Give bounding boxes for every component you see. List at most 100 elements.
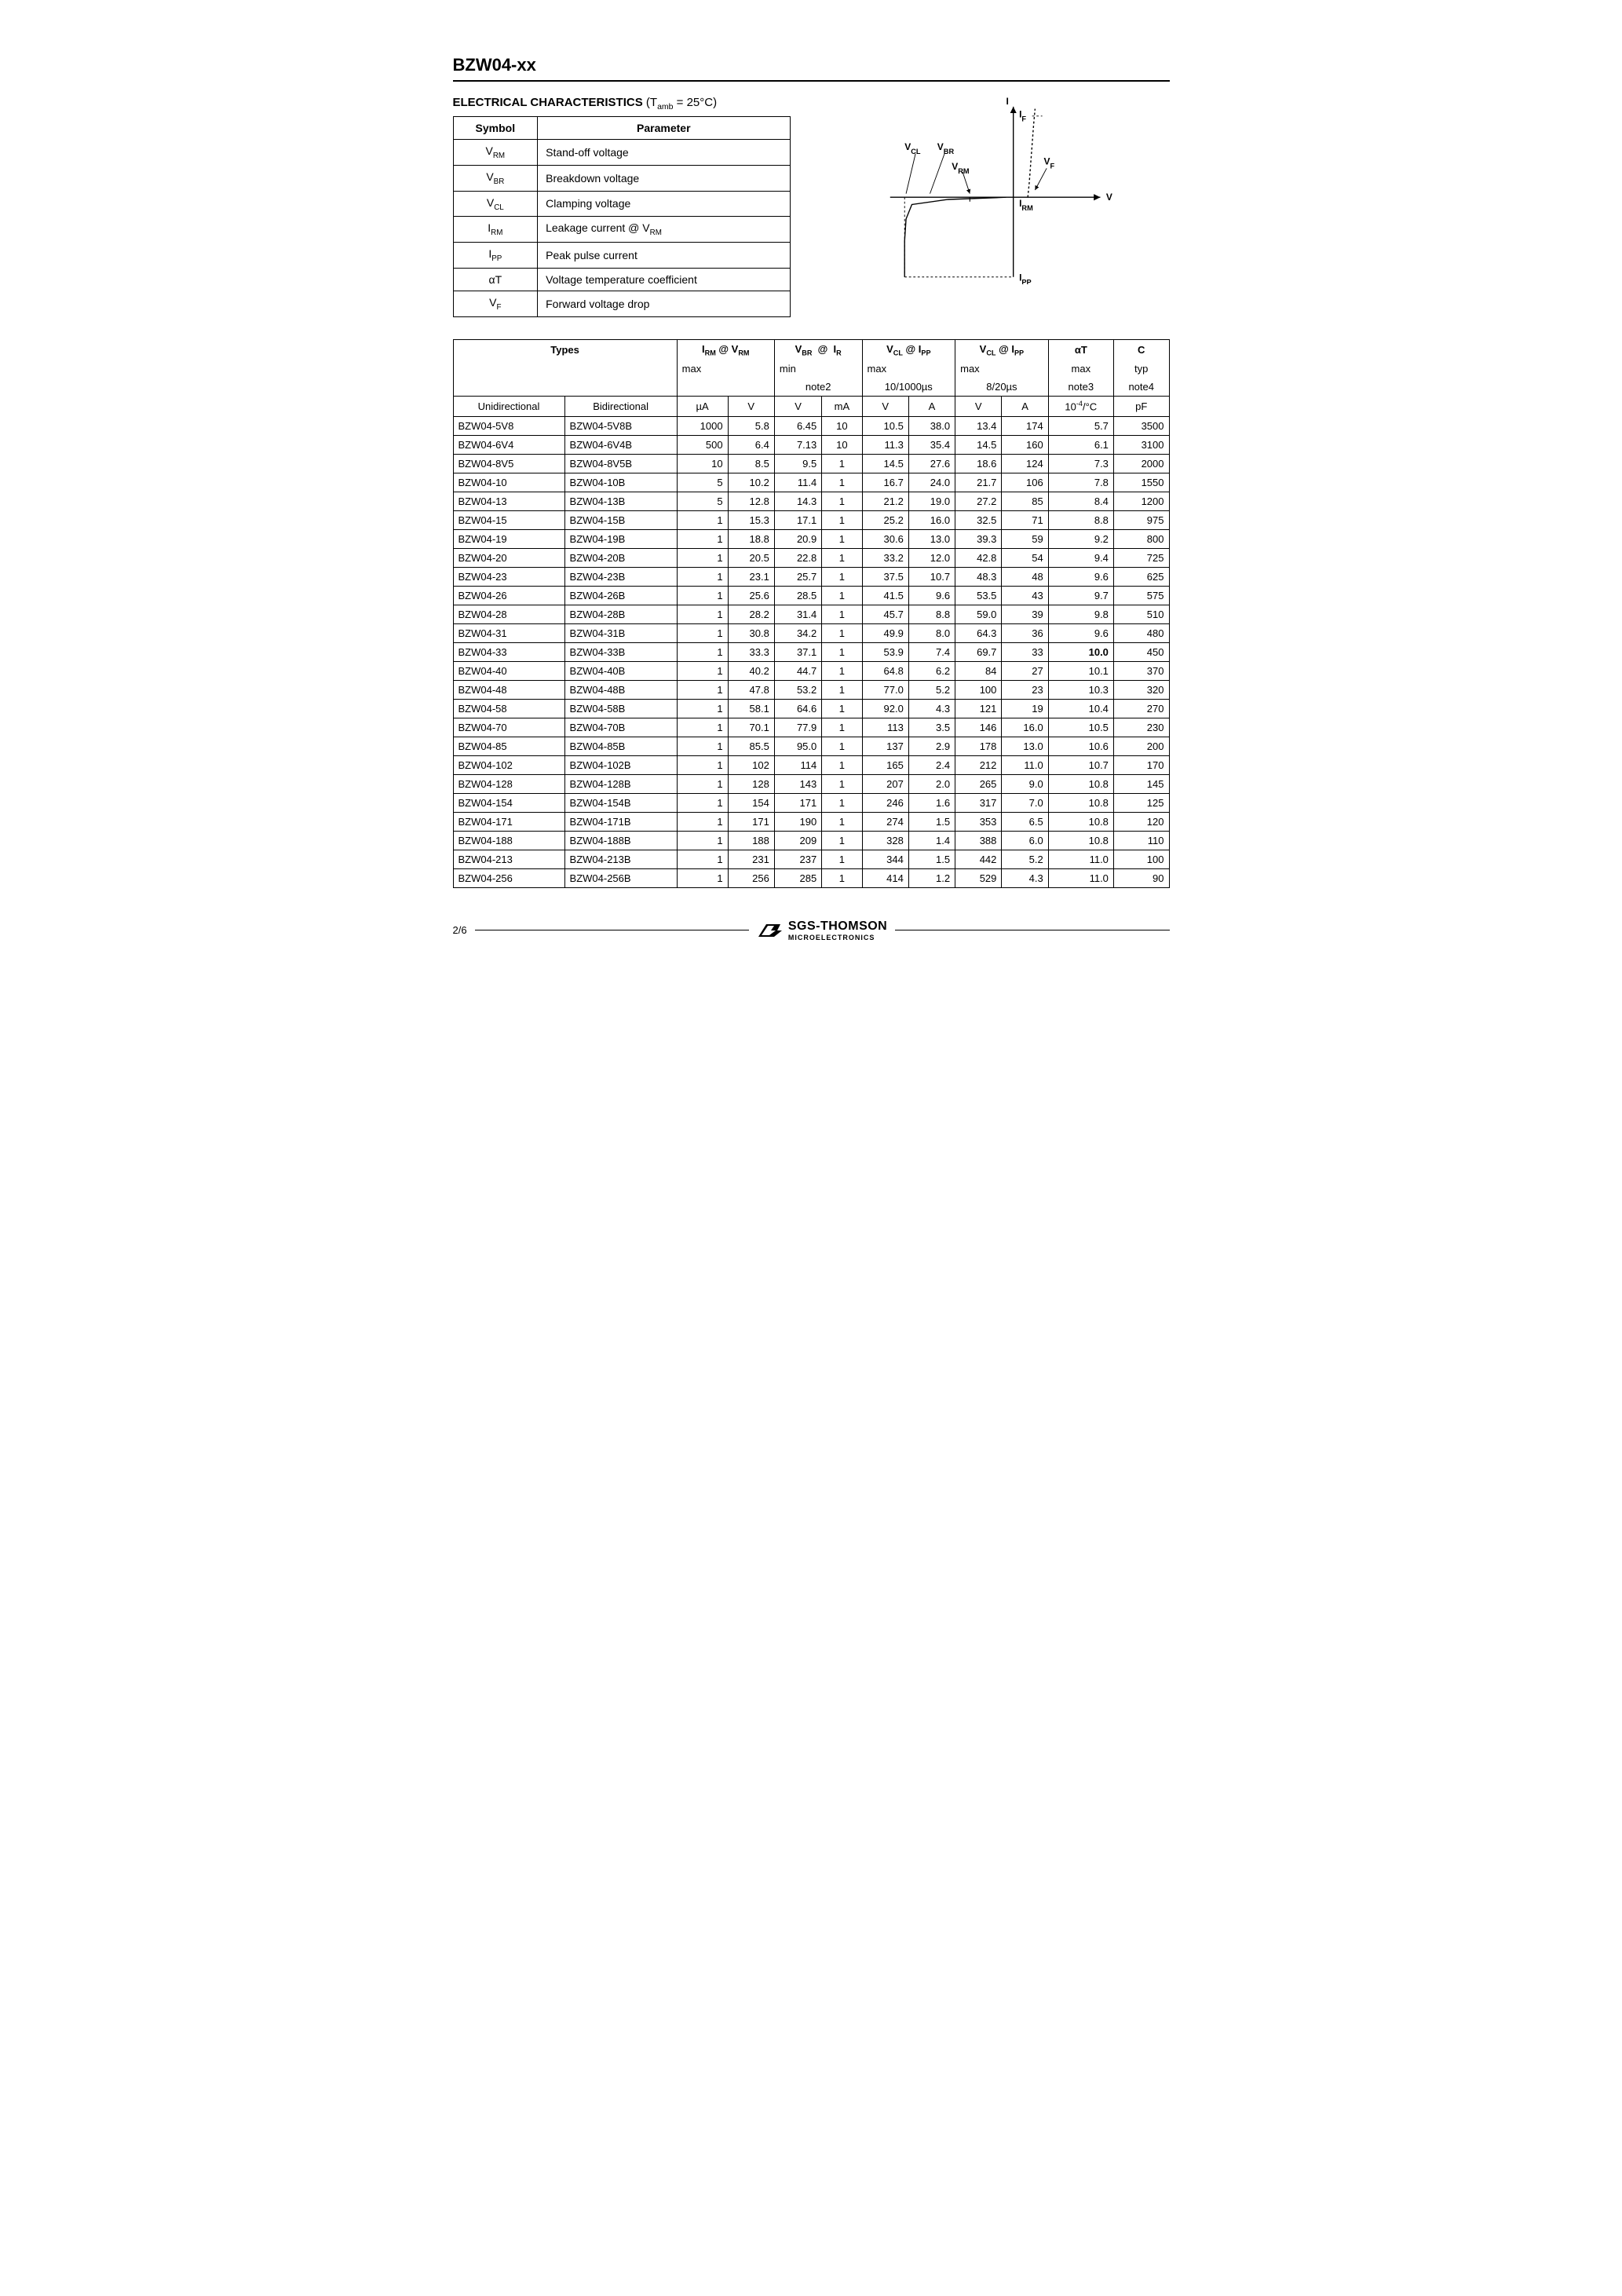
data-cell: 414 — [862, 868, 908, 887]
data-cell: BZW04-58 — [453, 699, 564, 718]
data-cell: 1 — [822, 623, 862, 642]
data-cell: 30.6 — [862, 529, 908, 548]
unit-alpha: 10-4/°C — [1048, 397, 1113, 416]
parameter-cell: Leakage current @ VRM — [538, 217, 790, 243]
data-cell: 27.2 — [955, 492, 1002, 510]
data-cell: 145 — [1113, 774, 1169, 793]
data-cell: 246 — [862, 793, 908, 812]
symbols-row: αTVoltage temperature coefficient — [453, 268, 790, 291]
data-cell: 11.0 — [1048, 850, 1113, 868]
data-cell: 1 — [822, 755, 862, 774]
symbol-cell: IPP — [453, 243, 538, 269]
data-cell: 1.5 — [908, 850, 955, 868]
unit-uA: µA — [677, 397, 728, 416]
symbols-row: VFForward voltage drop — [453, 291, 790, 316]
data-cell: 1 — [822, 586, 862, 605]
data-cell: 1 — [677, 850, 728, 868]
data-cell: 6.2 — [908, 661, 955, 680]
data-cell: BZW04-31 — [453, 623, 564, 642]
data-cell: 9.6 — [908, 586, 955, 605]
data-cell: 114 — [774, 755, 821, 774]
data-cell: 1 — [822, 812, 862, 831]
data-cell: 4.3 — [908, 699, 955, 718]
data-cell: 143 — [774, 774, 821, 793]
data-cell: 28.2 — [728, 605, 774, 623]
page-number: 2/6 — [453, 924, 467, 936]
data-cell: BZW04-33 — [453, 642, 564, 661]
data-cell: 12.0 — [908, 548, 955, 567]
data-cell: BZW04-23 — [453, 567, 564, 586]
brand-text: SGS-THOMSON — [788, 919, 887, 934]
electrical-characteristics-title: ELECTRICAL CHARACTERISTICS (Tamb = 25°C) — [453, 96, 791, 112]
data-cell: BZW04-102 — [453, 755, 564, 774]
data-cell: BZW04-256B — [564, 868, 677, 887]
data-cell: 725 — [1113, 548, 1169, 567]
data-cell: 10.0 — [1048, 642, 1113, 661]
th-alphaT: αT — [1048, 339, 1113, 360]
parameter-cell: Breakdown voltage — [538, 165, 790, 191]
data-cell: 20.5 — [728, 548, 774, 567]
data-cell: 1 — [822, 642, 862, 661]
data-cell: 110 — [1113, 831, 1169, 850]
data-cell: 370 — [1113, 661, 1169, 680]
data-cell: 1 — [677, 868, 728, 887]
data-cell: BZW04-15 — [453, 510, 564, 529]
svg-text:IRM: IRM — [1019, 198, 1033, 212]
data-cell: 77.0 — [862, 680, 908, 699]
data-cell: 33.2 — [862, 548, 908, 567]
table-row: BZW04-23BZW04-23B123.125.7137.510.748.34… — [453, 567, 1169, 586]
parameter-cell: Forward voltage drop — [538, 291, 790, 316]
data-cell: 14.3 — [774, 492, 821, 510]
data-cell: 6.0 — [1002, 831, 1048, 850]
data-cell: 174 — [1002, 416, 1048, 435]
table-row: BZW04-58BZW04-58B158.164.6192.04.3121191… — [453, 699, 1169, 718]
data-cell: 3500 — [1113, 416, 1169, 435]
top-row: ELECTRICAL CHARACTERISTICS (Tamb = 25°C)… — [453, 96, 1170, 317]
data-cell: 6.45 — [774, 416, 821, 435]
data-cell: 36 — [1002, 623, 1048, 642]
symbol-cell: VCL — [453, 191, 538, 217]
data-cell: 1.5 — [908, 812, 955, 831]
data-cell: BZW04-40 — [453, 661, 564, 680]
data-cell: 124 — [1002, 454, 1048, 473]
unit-A-1: A — [908, 397, 955, 416]
data-cell: 1 — [822, 473, 862, 492]
symbols-row: IRMLeakage current @ VRM — [453, 217, 790, 243]
data-cell: 43 — [1002, 586, 1048, 605]
data-cell: 1.4 — [908, 831, 955, 850]
data-cell: 15.3 — [728, 510, 774, 529]
data-cell: BZW04-154 — [453, 793, 564, 812]
data-cell: BZW04-128B — [564, 774, 677, 793]
unit-A-2: A — [1002, 397, 1048, 416]
data-cell: 1550 — [1113, 473, 1169, 492]
table-row: BZW04-128BZW04-128B112814312072.02659.01… — [453, 774, 1169, 793]
ec-cond-prefix: (T — [643, 96, 657, 109]
data-cell: 8.8 — [908, 605, 955, 623]
data-cell: BZW04-70B — [564, 718, 677, 737]
sub-cond1: 10/1000µs — [862, 378, 955, 397]
data-cell: 4.3 — [1002, 868, 1048, 887]
sub-max-1: max — [677, 360, 774, 378]
data-cell: BZW04-28 — [453, 605, 564, 623]
data-cell: 13.0 — [908, 529, 955, 548]
symbol-cell: VBR — [453, 165, 538, 191]
data-cell: BZW04-6V4 — [453, 435, 564, 454]
data-cell: BZW04-33B — [564, 642, 677, 661]
unit-mA: mA — [822, 397, 862, 416]
data-cell: 48.3 — [955, 567, 1002, 586]
data-cell: BZW04-6V4B — [564, 435, 677, 454]
data-cell: 170 — [1113, 755, 1169, 774]
data-cell: 53.5 — [955, 586, 1002, 605]
data-cell: 270 — [1113, 699, 1169, 718]
data-cell: 1 — [822, 831, 862, 850]
data-cell: 5 — [677, 473, 728, 492]
data-cell: 9.6 — [1048, 567, 1113, 586]
data-cell: 128 — [728, 774, 774, 793]
page-footer: 2/6 SGS-THOMSON MICROELECTRONICS — [453, 919, 1170, 941]
data-cell: 6.4 — [728, 435, 774, 454]
data-cell: 230 — [1113, 718, 1169, 737]
data-cell: 44.7 — [774, 661, 821, 680]
data-cell: 285 — [774, 868, 821, 887]
sub-max-2: max — [862, 360, 955, 378]
data-cell: 120 — [1113, 812, 1169, 831]
